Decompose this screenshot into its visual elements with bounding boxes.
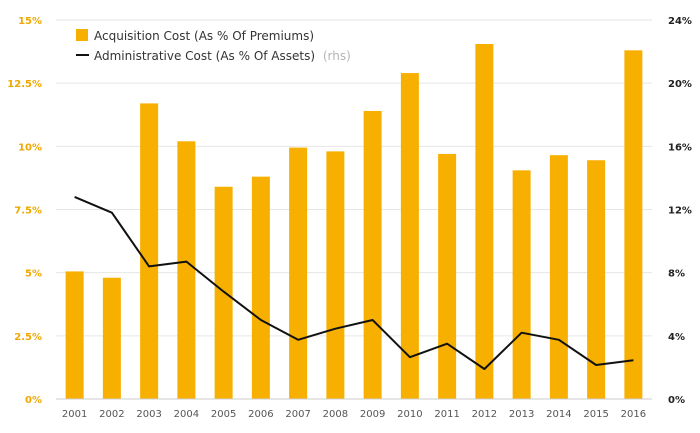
bar bbox=[475, 44, 494, 400]
right-axis: 0% 4% 8% 12% 16% 20% 24% bbox=[668, 16, 692, 406]
left-axis-tick-label: 0% bbox=[25, 395, 42, 406]
x-axis-tick-label: 2016 bbox=[621, 409, 646, 420]
right-axis-tick-label: 4% bbox=[668, 332, 685, 343]
legend-bar-label: Acquisition Cost (As % Of Premiums) bbox=[94, 29, 314, 43]
left-axis-tick-label: 12.5% bbox=[7, 79, 42, 90]
x-axis-tick-label: 2007 bbox=[285, 409, 310, 420]
legend-line-note: (rhs) bbox=[323, 49, 351, 63]
bar bbox=[140, 103, 159, 399]
left-axis-tick-label: 15% bbox=[18, 16, 42, 27]
left-axis-tick-label: 2.5% bbox=[14, 332, 42, 343]
line-series bbox=[74, 195, 634, 370]
legend-line-name: Administrative Cost (As % Of Assets) bbox=[94, 49, 315, 63]
x-axis-tick-label: 2012 bbox=[472, 409, 497, 420]
x-axis-tick-label: 2003 bbox=[136, 409, 161, 420]
bar bbox=[438, 153, 457, 399]
right-axis-tick-label: 8% bbox=[668, 269, 685, 280]
series-line bbox=[74, 195, 634, 370]
bar bbox=[251, 176, 270, 399]
legend-bar-swatch bbox=[76, 29, 88, 41]
left-axis-tick-label: 10% bbox=[18, 142, 42, 153]
x-axis-tick-label: 2001 bbox=[62, 409, 87, 420]
legend: Acquisition Cost (As % Of Premiums) Admi… bbox=[76, 29, 351, 63]
right-axis-tick-label: 16% bbox=[668, 142, 692, 153]
x-axis-tick-label: 2010 bbox=[397, 409, 422, 420]
legend-line-label: Administrative Cost (As % Of Assets) (rh… bbox=[94, 49, 351, 63]
x-axis-tick-label: 2009 bbox=[360, 409, 385, 420]
right-axis-tick-label: 12% bbox=[668, 206, 692, 217]
x-axis-tick-label: 2004 bbox=[174, 409, 199, 420]
bar bbox=[214, 186, 233, 399]
x-axis: 2001 2002 2003 2004 2005 2006 2007 2008 2009 2010… bbox=[56, 398, 652, 420]
bar-series bbox=[65, 44, 643, 400]
right-axis-tick-label: 0% bbox=[668, 395, 685, 406]
bar bbox=[363, 110, 382, 400]
left-axis: 0% 2.5% 5% 7.5% 10% 12.5% 15% bbox=[7, 16, 42, 406]
x-axis-tick-label: 2002 bbox=[99, 409, 124, 420]
left-axis-tick-label: 5% bbox=[25, 269, 42, 280]
x-axis-tick-label: 2015 bbox=[583, 409, 608, 420]
x-axis-tick-label: 2011 bbox=[434, 409, 459, 420]
bar bbox=[289, 147, 308, 399]
bar bbox=[624, 50, 643, 399]
bar bbox=[102, 277, 121, 399]
x-axis-tick-label: 2013 bbox=[509, 409, 534, 420]
x-axis-tick-label: 2005 bbox=[211, 409, 236, 420]
x-axis-tick-label: 2014 bbox=[546, 409, 571, 420]
bar bbox=[587, 160, 606, 399]
left-axis-tick-label: 7.5% bbox=[14, 206, 42, 217]
right-axis-tick-label: 24% bbox=[668, 16, 692, 27]
bar bbox=[400, 73, 419, 399]
bar bbox=[512, 170, 531, 399]
bar bbox=[65, 271, 84, 399]
bar bbox=[177, 141, 196, 399]
bar bbox=[549, 155, 568, 399]
bar bbox=[326, 151, 345, 399]
x-axis-tick-label: 2006 bbox=[248, 409, 273, 420]
x-axis-tick-label: 2008 bbox=[323, 409, 348, 420]
right-axis-tick-label: 20% bbox=[668, 79, 692, 90]
